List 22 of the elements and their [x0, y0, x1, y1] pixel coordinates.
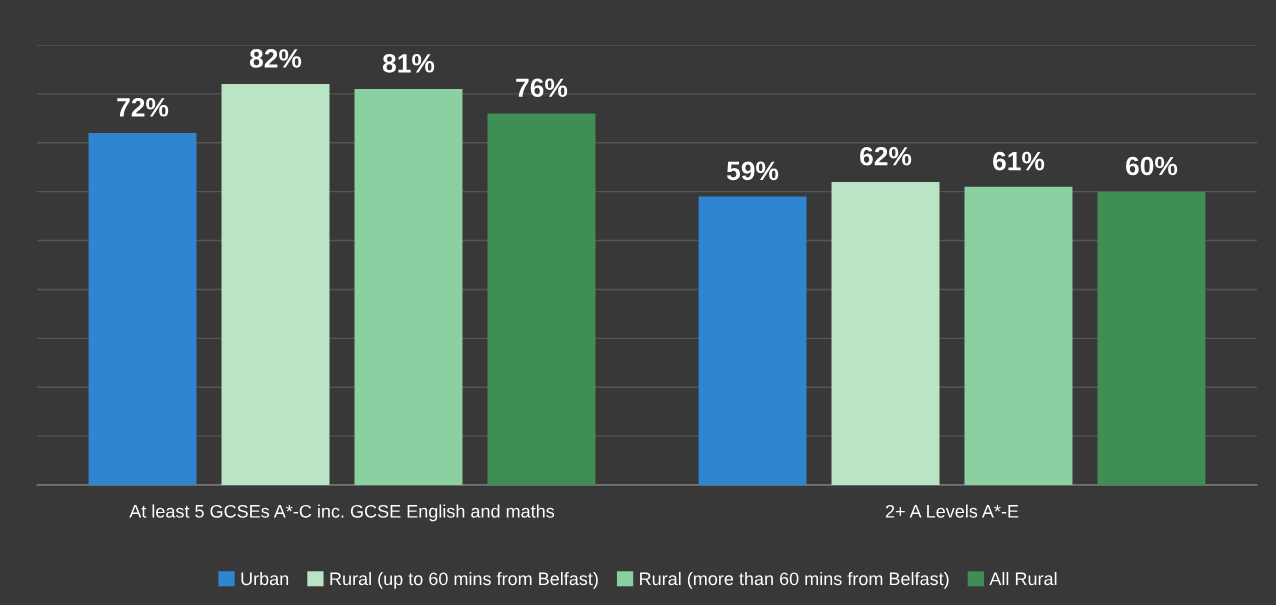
bar	[221, 84, 330, 485]
bar	[698, 196, 807, 485]
data-label: 59%	[726, 161, 779, 181]
x-tick-label: 2+ A Levels A*-E	[885, 504, 1019, 518]
data-label: 72%	[117, 97, 169, 117]
bar	[964, 186, 1073, 485]
data-label: 60%	[1126, 156, 1178, 176]
bar	[831, 181, 940, 485]
legend-label: All Rural	[989, 571, 1057, 586]
bar	[487, 113, 596, 485]
legend-label: Rural (up to 60 mins from Belfast)	[330, 571, 598, 589]
data-label: 62%	[860, 146, 912, 166]
bar	[1097, 191, 1206, 485]
data-label: 82%	[249, 49, 302, 68]
bar	[354, 89, 463, 485]
legend-label: Rural (more than 60 mins from Belfast)	[640, 571, 949, 589]
data-label: 61%	[993, 151, 1045, 171]
data-label: 76%	[516, 78, 568, 98]
legend-label: Urban	[241, 571, 289, 586]
bar	[88, 133, 197, 485]
data-label: 81%	[382, 53, 435, 73]
x-tick-label: At least 5 GCSEs A*-C inc. GCSE English and maths	[129, 504, 555, 522]
